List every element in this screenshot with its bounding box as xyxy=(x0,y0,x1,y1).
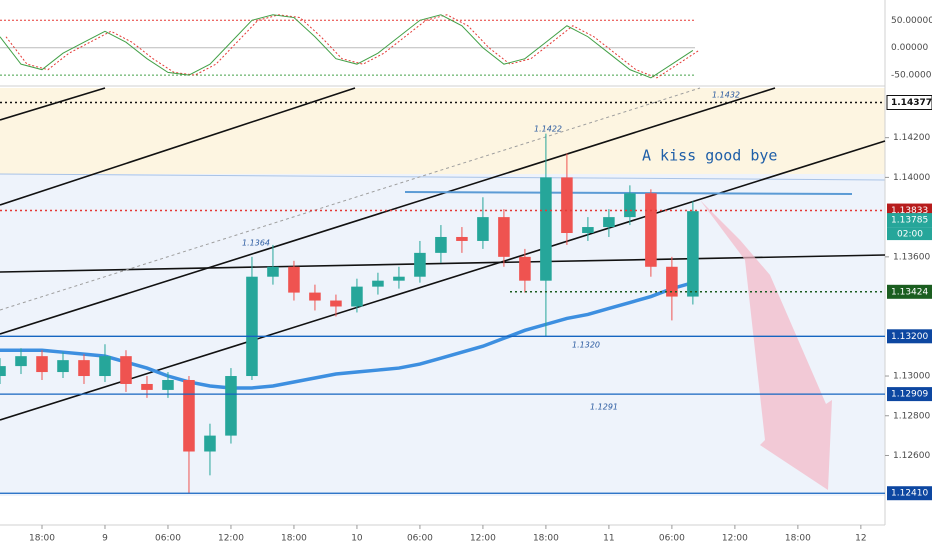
candle-body xyxy=(99,356,111,377)
candle-body xyxy=(57,360,69,373)
candle-body xyxy=(666,266,678,297)
price-tag xyxy=(887,329,932,344)
candle-body xyxy=(120,356,132,384)
x-tick-label: 10 xyxy=(351,534,363,544)
y-tick-label: 1.12800 xyxy=(893,411,930,421)
candle-body xyxy=(36,356,48,373)
candle-body xyxy=(78,360,90,377)
countdown-tag xyxy=(887,227,932,241)
trendline xyxy=(0,140,886,421)
candle-body xyxy=(309,292,321,301)
x-tick-label: 06:00 xyxy=(659,534,685,544)
resistance-line xyxy=(404,191,853,195)
candle-body xyxy=(624,193,636,218)
resistance-zone xyxy=(0,88,885,174)
candle-body xyxy=(204,435,216,452)
price-tag-label: 1.13200 xyxy=(891,332,928,342)
osc-tick-label: 0.00000 xyxy=(891,43,928,53)
x-tick-label: 18:00 xyxy=(785,534,811,544)
x-tick-label: 11 xyxy=(603,534,614,544)
candle-body xyxy=(183,379,195,452)
candle-body xyxy=(246,276,258,377)
trendline xyxy=(0,254,886,273)
plot xyxy=(0,133,699,494)
candle-body xyxy=(162,379,174,390)
x-tick-label: 06:00 xyxy=(407,534,433,544)
x-tick-label: 12:00 xyxy=(470,534,496,544)
x-tick-label: 18:00 xyxy=(533,534,559,544)
annotation: 1.1291 xyxy=(590,403,618,412)
trendline xyxy=(0,87,776,335)
price-tag-label: 1.12410 xyxy=(891,489,928,499)
y-tick-label: 1.14000 xyxy=(893,173,930,183)
x-tick-label: 12 xyxy=(855,534,866,544)
y-tick-label: 1.13000 xyxy=(893,372,930,382)
candle-body xyxy=(0,366,6,377)
candle-body xyxy=(225,376,237,436)
candle-body xyxy=(561,177,573,234)
y-tick-label: 1.12600 xyxy=(893,451,930,461)
zone-edge xyxy=(0,173,886,181)
price-tag-label: 1.14377 xyxy=(891,98,932,108)
candle-body xyxy=(519,256,531,281)
osc-tick-label: 50.00000 xyxy=(891,16,932,26)
y-tick-label: 1.14200 xyxy=(893,133,930,143)
x-tick-label: 12:00 xyxy=(218,534,244,544)
candle-body xyxy=(456,236,468,241)
candle-body xyxy=(540,177,552,281)
candle-body xyxy=(267,266,279,277)
price-tag xyxy=(887,387,932,402)
osc-tick-label: -50.00000 xyxy=(891,71,932,81)
countdown: 02:00 xyxy=(897,230,923,240)
x-tick-label: 12:00 xyxy=(722,534,748,544)
osc-line xyxy=(0,14,694,79)
candle-body xyxy=(645,193,657,267)
candle-body xyxy=(372,280,384,287)
price-tag-label: 1.13785 xyxy=(891,216,928,226)
annotation: 1.1422 xyxy=(534,125,562,134)
candle-body xyxy=(603,217,615,228)
price-tag xyxy=(887,213,932,228)
trendline xyxy=(0,87,356,206)
candle-body xyxy=(435,236,447,253)
candle-body xyxy=(351,286,363,307)
price-tag xyxy=(887,486,932,501)
trendline xyxy=(0,87,106,121)
candle-body xyxy=(498,217,510,257)
price-tag-label: 1.13424 xyxy=(891,287,928,297)
annotation: 1.1320 xyxy=(572,341,600,350)
candle-body xyxy=(330,300,342,307)
headline: A kiss good bye xyxy=(642,147,777,165)
range-zone xyxy=(0,174,885,496)
x-tick-label: 06:00 xyxy=(155,534,181,544)
moving-average xyxy=(0,280,694,390)
dashed-trendline xyxy=(0,87,701,311)
annotation: 1.1432 xyxy=(712,91,740,100)
price-tag-label: 1.12909 xyxy=(891,390,928,400)
forecast-arrow xyxy=(700,200,832,490)
candle-body xyxy=(393,276,405,281)
candle-body xyxy=(15,356,27,367)
candle-body xyxy=(687,211,699,297)
price-tag xyxy=(886,95,932,111)
y-tick-label: 1.13600 xyxy=(893,252,930,262)
x-tick-label: 18:00 xyxy=(281,534,307,544)
candle-body xyxy=(582,227,594,234)
candle-body xyxy=(141,383,153,390)
annotation: 1.1364 xyxy=(242,239,270,248)
x-tick-label: 9 xyxy=(102,534,108,544)
x-tick-label: 18:00 xyxy=(29,534,55,544)
candle-body xyxy=(414,252,426,277)
trendlines xyxy=(0,87,886,421)
candle-body xyxy=(288,266,300,293)
price-tag-label: 1.13833 xyxy=(891,206,928,216)
candle-body xyxy=(477,217,489,241)
price-tag xyxy=(887,284,932,299)
osc-signal xyxy=(5,14,700,79)
